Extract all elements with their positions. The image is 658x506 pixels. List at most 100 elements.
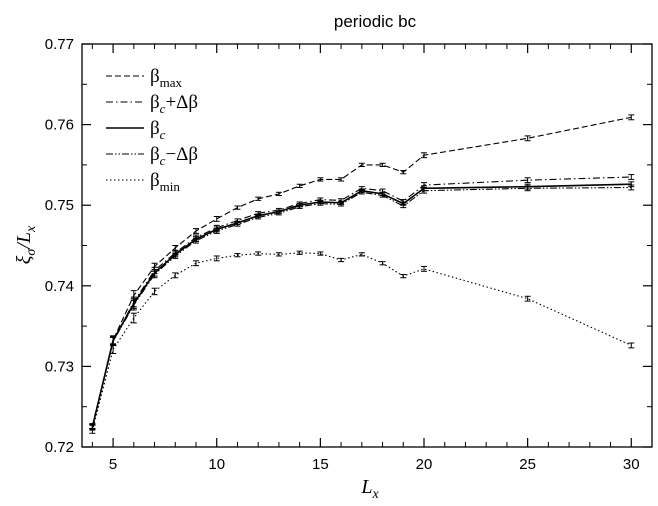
legend-label-main: β xyxy=(150,170,160,191)
series-1 xyxy=(89,174,635,430)
data-point xyxy=(110,344,117,355)
data-point xyxy=(296,183,303,188)
data-point xyxy=(421,265,427,272)
data-point xyxy=(379,162,386,168)
y-tick-label: 0.72 xyxy=(45,439,74,456)
data-point xyxy=(628,184,635,191)
x-axis-label: Lx xyxy=(360,476,379,502)
data-point xyxy=(213,228,220,234)
data-point xyxy=(172,272,179,279)
y-axis-label-x: x xyxy=(24,225,39,233)
data-point xyxy=(400,274,407,279)
legend-label: βmax xyxy=(150,66,183,90)
legend-label-main: β xyxy=(150,92,160,113)
y-axis-label-over-l: /L xyxy=(13,232,35,250)
legend-label-rest: +Δβ xyxy=(165,92,198,113)
legend-label: βc xyxy=(150,118,166,142)
legend-label-sub: c xyxy=(160,101,166,116)
data-point xyxy=(130,299,137,311)
x-tick-label: 10 xyxy=(208,456,225,473)
data-point xyxy=(317,251,324,256)
data-point xyxy=(317,177,324,182)
data-point xyxy=(275,211,282,216)
series-4 xyxy=(89,250,635,434)
y-axis-label-sigma: σ xyxy=(24,248,39,256)
legend-item: βmin xyxy=(106,170,180,194)
data-point xyxy=(255,196,262,201)
y-tick-label: 0.73 xyxy=(45,358,74,375)
legend-label: βmin xyxy=(150,170,180,194)
data-point xyxy=(255,215,262,220)
data-point xyxy=(524,185,531,192)
legend-label-sub: c xyxy=(160,153,166,168)
series-2 xyxy=(89,181,635,430)
data-point xyxy=(628,174,635,180)
data-point xyxy=(255,251,262,256)
data-point xyxy=(379,261,386,266)
legend-item: βmax xyxy=(106,66,183,90)
data-point xyxy=(400,170,407,175)
data-point xyxy=(151,270,158,279)
data-point xyxy=(338,177,345,182)
data-point xyxy=(213,255,220,262)
y-axis-label: ξσ/Lx xyxy=(13,225,39,264)
data-point xyxy=(338,202,345,207)
data-point xyxy=(193,237,199,244)
x-tick-label: 15 xyxy=(312,456,329,473)
data-point xyxy=(317,201,324,206)
data-point xyxy=(421,187,427,194)
data-point xyxy=(296,250,303,255)
data-point xyxy=(400,203,407,209)
legend-label: βc+Δβ xyxy=(150,92,198,116)
data-point xyxy=(358,252,365,257)
x-tick-label: 25 xyxy=(519,456,536,473)
data-point xyxy=(524,177,531,184)
data-point xyxy=(524,135,531,142)
x-tick-label: 30 xyxy=(623,456,640,473)
data-point xyxy=(234,253,241,258)
x-tick-label: 20 xyxy=(416,456,433,473)
data-point xyxy=(275,191,282,197)
data-point xyxy=(296,204,303,209)
data-point xyxy=(379,193,386,198)
series-line xyxy=(91,176,632,427)
legend-label-sub: max xyxy=(160,75,183,90)
data-point xyxy=(275,252,282,257)
data-point xyxy=(524,295,531,302)
legend-item: βc xyxy=(106,118,166,142)
x-axis-label-sub: x xyxy=(371,487,379,502)
data-point xyxy=(234,222,241,227)
y-axis-label-xi: ξ xyxy=(13,255,35,264)
series-3 xyxy=(89,184,635,431)
y-tick-label: 0.77 xyxy=(45,36,74,53)
y-tick-label: 0.75 xyxy=(45,197,74,214)
legend-item: βc+Δβ xyxy=(106,92,198,116)
data-point xyxy=(358,190,365,195)
data-point xyxy=(213,215,220,222)
data-point xyxy=(358,162,365,168)
legend-label-main: β xyxy=(150,144,160,165)
x-axis-ticks: 5 10 15 20 25 30 xyxy=(91,44,653,473)
y-tick-label: 0.74 xyxy=(45,278,74,295)
legend-item: βc−Δβ xyxy=(106,144,198,168)
data-point xyxy=(130,312,137,324)
legend-label-rest: −Δβ xyxy=(165,144,198,165)
series-line xyxy=(91,186,632,428)
series-line xyxy=(91,252,632,432)
legend-label-main: β xyxy=(150,66,160,87)
data-point xyxy=(151,287,158,296)
legend-label: βc−Δβ xyxy=(150,144,198,168)
data-point xyxy=(193,228,199,234)
y-axis-ticks: 0.72 0.73 0.74 0.75 0.76 0.77 xyxy=(45,36,652,456)
data-point xyxy=(628,342,635,349)
data-point xyxy=(172,253,179,259)
data-point xyxy=(193,260,199,267)
data-point xyxy=(421,152,427,159)
legend-label-sub: c xyxy=(160,127,166,142)
data-point xyxy=(338,257,345,263)
chart-title: periodic bc xyxy=(334,12,417,31)
series-layer xyxy=(89,114,635,434)
legend-label-sub: min xyxy=(160,179,181,194)
